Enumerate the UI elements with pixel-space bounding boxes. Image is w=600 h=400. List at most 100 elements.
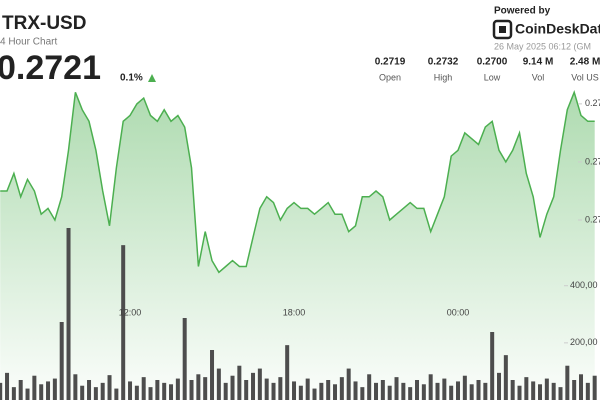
volume-bar — [401, 382, 406, 400]
volume-bar — [0, 382, 3, 400]
volume-bar — [18, 380, 23, 400]
price: 0.2721 — [0, 49, 101, 87]
stats: 0.2719 Open 0.2732 High 0.2700 Low 9.14 M Vol 2.… — [375, 57, 600, 83]
volume-bar — [148, 387, 153, 400]
stat-label: High — [434, 72, 453, 82]
volume-bar — [93, 387, 98, 400]
volume-bar — [503, 355, 508, 400]
volume-bar — [134, 385, 139, 400]
volume-bar — [278, 377, 283, 400]
volume-bar — [592, 375, 597, 400]
volume-bar — [189, 380, 194, 400]
volume-bar — [510, 380, 515, 400]
stat-label: Open — [379, 72, 401, 82]
volume-bar — [551, 382, 556, 400]
y2-tick-label: 200,00 — [570, 337, 598, 347]
volume-bar — [73, 374, 78, 400]
plot: 0.27 0.27 0.27 400,00 200,00 12:00 18:00 00:00 — [0, 89, 600, 400]
volume-bar — [579, 374, 584, 400]
volume-bar — [476, 380, 481, 400]
volume-bar — [469, 384, 474, 400]
volume-bar — [312, 388, 317, 400]
y-tick-label: 0.27 — [585, 214, 600, 224]
volume-bar — [80, 385, 85, 400]
volume-bar — [52, 378, 57, 400]
volume-bar — [5, 372, 10, 400]
volume-bar — [497, 372, 502, 400]
volume-bar — [353, 381, 358, 400]
volume-bar — [346, 368, 351, 400]
volume-bar — [121, 245, 126, 400]
volume-bar — [292, 381, 297, 400]
y2-tick-label: 400,00 — [570, 280, 598, 290]
volume-bar — [326, 380, 331, 400]
logo-inner — [499, 26, 506, 33]
volume-bar — [59, 322, 64, 400]
up-arrow — [148, 74, 156, 82]
change: 0.1% — [120, 73, 143, 84]
volume-bar — [442, 378, 447, 400]
volume-bar — [360, 387, 365, 400]
volume-bar — [517, 385, 522, 400]
stat-label: Vol — [532, 72, 545, 82]
volume-bar — [374, 382, 379, 400]
volume-bar — [524, 377, 529, 400]
volume-bar — [46, 381, 51, 400]
stat-value: 9.14 M — [523, 57, 554, 68]
volume-bar — [66, 228, 71, 400]
volume-bar — [544, 378, 549, 400]
volume-bar — [531, 381, 536, 400]
price-area — [0, 92, 595, 400]
volume-bar — [585, 382, 590, 400]
volume-bar — [264, 378, 269, 400]
volume-bar — [223, 382, 228, 400]
volume-bar — [196, 374, 201, 400]
volume-bar — [380, 380, 385, 400]
stat-label: Low — [484, 72, 501, 82]
stat-value: 2.48 M — [570, 57, 600, 68]
volume-bar — [394, 377, 399, 400]
volume-bar — [367, 374, 372, 400]
volume-bar — [216, 368, 221, 400]
volume-bar — [415, 380, 420, 400]
volume-bar — [162, 382, 167, 400]
volume-bar — [39, 384, 44, 400]
volume-bar — [257, 368, 262, 400]
stat-value: 0.2719 — [375, 57, 406, 68]
y-tick-label: 0.27 — [585, 98, 600, 108]
volume-bar — [456, 381, 461, 400]
volume-bar — [169, 384, 174, 400]
stat-value: 0.2732 — [428, 57, 459, 68]
symbol: TRX-USD — [2, 13, 86, 34]
volume-bar — [305, 378, 310, 400]
volume-bar — [449, 385, 454, 400]
volume-bar — [572, 380, 577, 400]
brand: CoinDeskDat — [515, 21, 600, 37]
volume-bar — [333, 384, 338, 400]
stat-label: Vol US — [571, 72, 599, 82]
period: 4 Hour Chart — [0, 37, 57, 48]
volume-bar — [128, 381, 133, 400]
volume-bar — [182, 318, 187, 400]
volume-bar — [203, 377, 208, 400]
x-tick-label: 18:00 — [283, 307, 306, 317]
volume-bar — [237, 365, 242, 400]
volume-bar — [155, 380, 160, 400]
y-tick-label: 0.27 — [585, 156, 600, 166]
volume-bar — [285, 345, 290, 400]
volume-bar — [428, 374, 433, 400]
volume-bar — [558, 387, 563, 400]
volume-bar — [210, 350, 215, 400]
volume-bar — [339, 377, 344, 400]
volume-bar — [251, 372, 256, 400]
volume-bar — [141, 377, 146, 400]
volume-bar — [271, 382, 276, 400]
timestamp: 26 May 2025 06:12 (GM — [494, 41, 591, 51]
volume-bar — [32, 375, 37, 400]
volume-bar — [114, 388, 119, 400]
volume-bar — [11, 387, 16, 400]
volume-bar — [244, 380, 249, 400]
volume-bar — [107, 375, 112, 400]
volume-bar — [100, 382, 105, 400]
